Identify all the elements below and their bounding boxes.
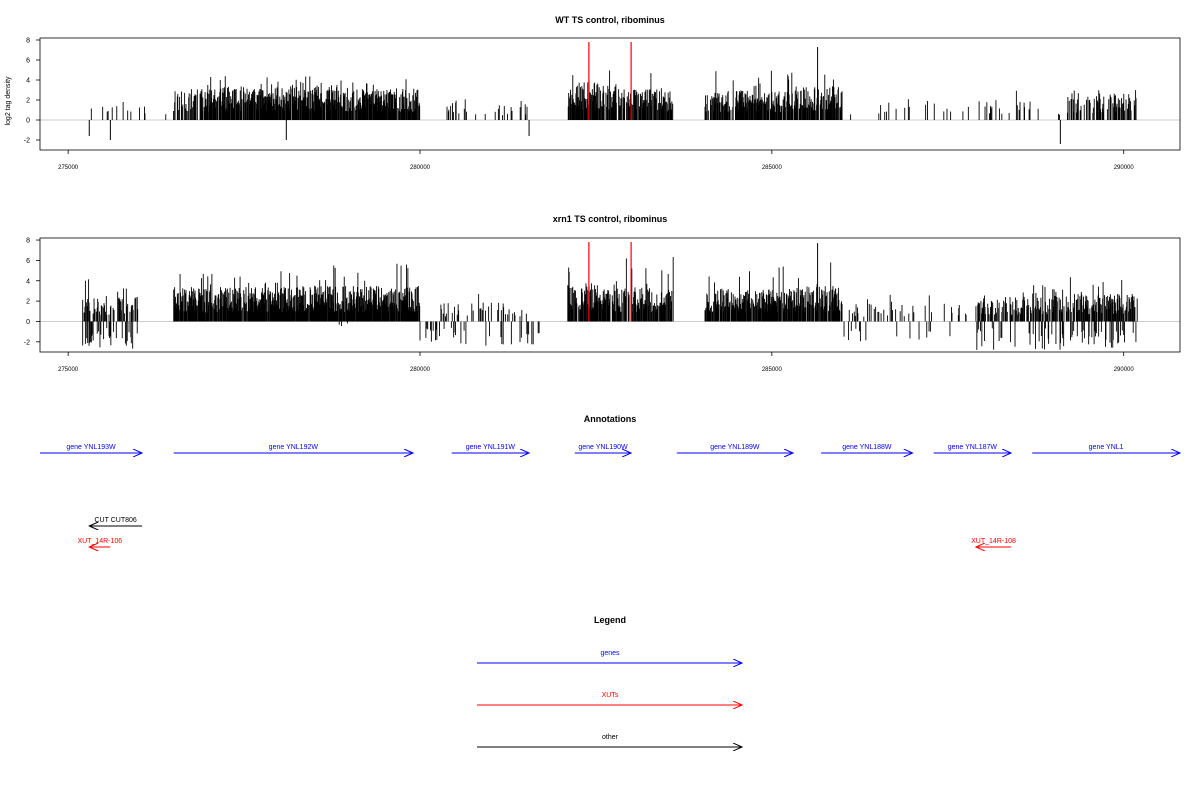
legend-title: Legend [594, 615, 626, 625]
xrn1-x-tick-label: 290000 [1114, 367, 1135, 373]
xrn1-x-axis: 275000 280000 285000 290000 [58, 352, 1134, 373]
legend-item: XUTs [477, 692, 742, 705]
wt-x-tick-label: 290000 [1114, 165, 1135, 171]
annotation-feature: gene YNL189W [676, 444, 793, 453]
xrn1-y-tick-label: 0 [26, 319, 30, 326]
legend-label: other [602, 734, 619, 741]
annotations-title: Annotations [584, 414, 637, 424]
feature-label: CUT CUT806 [95, 517, 137, 524]
feature-label: gene YNL191W [466, 444, 516, 451]
feature-label: gene YNL193W [66, 444, 116, 451]
xrn1-track-title: xrn1 TS control, ribominus [553, 214, 668, 224]
wt-density-bars [88, 47, 1137, 144]
xrn1-x-tick-label: 275000 [58, 367, 79, 373]
wt-markers [588, 42, 632, 120]
feature-label: gene YNL188W [842, 444, 892, 451]
wt-y-tick-label: 4 [26, 78, 30, 85]
wt-x-tick-label: 285000 [762, 165, 783, 171]
legend-label: XUTs [602, 692, 619, 699]
feature-label: gene YNL192W [269, 444, 319, 451]
annotation-feature: gene YNL192W [173, 444, 413, 453]
annotation-feature: gene YNL187W [933, 444, 1011, 453]
wt-y-axis: -2 0 2 4 6 8 [24, 38, 40, 145]
annotation-feature: XUT_14R-108 [971, 538, 1016, 547]
annotation-feature: gene YNL191W [451, 444, 529, 453]
xrn1-markers [588, 242, 632, 322]
xrn1-density-bars [82, 243, 1138, 350]
wt-x-axis: 275000 280000 285000 290000 [58, 150, 1134, 171]
xrn1-y-tick-label: 6 [26, 258, 30, 265]
annotation-feature: CUT CUT806 [89, 517, 143, 526]
feature-label: XUT_14R-106 [77, 538, 122, 545]
feature-label: gene YNL1 [1089, 444, 1124, 451]
annotation-features: gene YNL193W gene YNL192W gene YNL191W gene… [40, 444, 1180, 547]
legend-item: genes [477, 650, 742, 663]
feature-label: gene YNL187W [948, 444, 998, 451]
wt-track-panel: WT TS control, ribominus log2 tag densit… [5, 15, 1181, 171]
xrn1-x-tick-label: 280000 [410, 367, 431, 373]
wt-y-tick-label: -2 [24, 138, 30, 145]
legend: Legend genes XUTs other [477, 615, 742, 747]
xrn1-y-tick-label: 4 [26, 278, 30, 285]
wt-x-tick-label: 275000 [58, 165, 79, 171]
legend-items: genes XUTs other [477, 650, 742, 747]
feature-label: gene YNL189W [710, 444, 760, 451]
feature-label: gene YNL190W [578, 444, 628, 451]
xrn1-plot-frame [39, 237, 1181, 353]
annotation-feature: gene YNL190W [574, 444, 631, 453]
legend-item: other [477, 734, 742, 747]
xrn1-track-panel: xrn1 TS control, ribominus -2 0 2 4 6 8 27500… [24, 214, 1181, 373]
xrn1-y-tick-label: 8 [26, 238, 30, 245]
wt-track-ylabel: log2 tag density [5, 76, 12, 126]
wt-track-title: WT TS control, ribominus [555, 15, 665, 25]
xrn1-y-axis: -2 0 2 4 6 8 [24, 238, 40, 346]
wt-y-tick-label: 2 [26, 98, 30, 105]
xrn1-y-tick-label: -2 [24, 339, 30, 346]
wt-y-tick-label: 6 [26, 58, 30, 65]
xrn1-x-tick-label: 285000 [762, 367, 783, 373]
wt-plot-frame [39, 37, 1181, 151]
wt-x-tick-label: 280000 [410, 165, 431, 171]
feature-label: XUT_14R-108 [971, 538, 1016, 545]
annotation-feature: gene YNL188W [821, 444, 912, 453]
annotation-feature: gene YNL1 [1032, 444, 1180, 453]
wt-y-tick-label: 8 [26, 38, 30, 45]
xrn1-y-tick-label: 2 [26, 299, 30, 306]
annotation-feature: gene YNL193W [40, 444, 142, 453]
annotations-panel: Annotations gene YNL193W gene YNL192W gene… [40, 414, 1180, 547]
legend-label: genes [600, 650, 620, 657]
wt-y-tick-label: 0 [26, 118, 30, 125]
annotation-feature: XUT_14R-106 [77, 538, 122, 547]
